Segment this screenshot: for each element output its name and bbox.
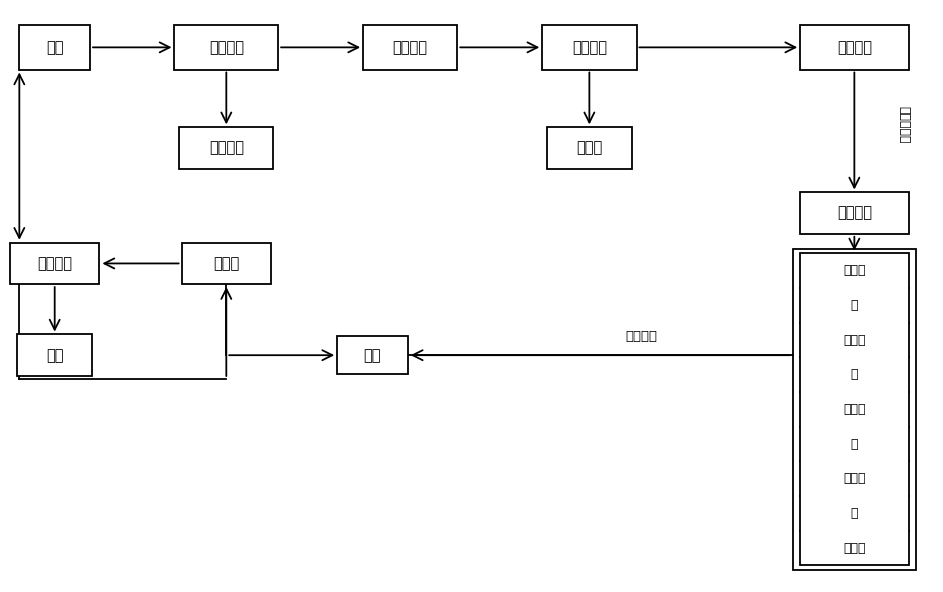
Text: 四单元: 四单元 [843, 472, 866, 485]
Bar [547, 127, 632, 169]
Bar [800, 25, 909, 69]
Text: 吸: 吸 [851, 299, 858, 312]
Text: 液态水: 液态水 [576, 140, 603, 156]
Text: 三单元: 三单元 [843, 403, 866, 416]
Text: 循环风: 循环风 [213, 256, 240, 271]
Text: 附: 附 [851, 368, 858, 381]
Text: 置: 置 [851, 507, 858, 520]
Text: 装: 装 [851, 437, 858, 451]
Bar [800, 192, 909, 234]
Text: 阀门: 阀门 [364, 348, 381, 363]
Bar [542, 25, 637, 69]
Bar [20, 25, 91, 69]
Text: 一单元: 一单元 [843, 264, 866, 277]
Text: 某单元: 某单元 [843, 542, 866, 555]
Text: 颗粒: 颗粒 [46, 348, 63, 363]
Bar [338, 336, 408, 374]
Bar [10, 243, 100, 284]
Text: 过滤装置: 过滤装置 [37, 256, 73, 271]
Bar [800, 253, 909, 565]
Text: 干燥放热: 干燥放热 [836, 40, 872, 55]
Text: 过滤装置: 过滤装置 [208, 40, 244, 55]
Bar [174, 25, 278, 69]
Text: 二单元: 二单元 [843, 333, 866, 346]
Bar [17, 334, 92, 376]
Text: 工件: 工件 [46, 40, 63, 55]
Bar [179, 127, 273, 169]
Text: 管道设施: 管道设施 [836, 205, 872, 221]
Bar [363, 25, 457, 69]
Bar [792, 249, 917, 570]
Text: 挥发性气体: 挥发性气体 [898, 105, 911, 143]
Text: 冷冻干燥: 冷冻干燥 [571, 40, 607, 55]
Text: 循环风机: 循环风机 [392, 40, 428, 55]
Text: 洁净气体: 洁净气体 [625, 330, 657, 343]
Text: 漆雾颗粒: 漆雾颗粒 [208, 140, 244, 156]
Bar [182, 243, 272, 284]
